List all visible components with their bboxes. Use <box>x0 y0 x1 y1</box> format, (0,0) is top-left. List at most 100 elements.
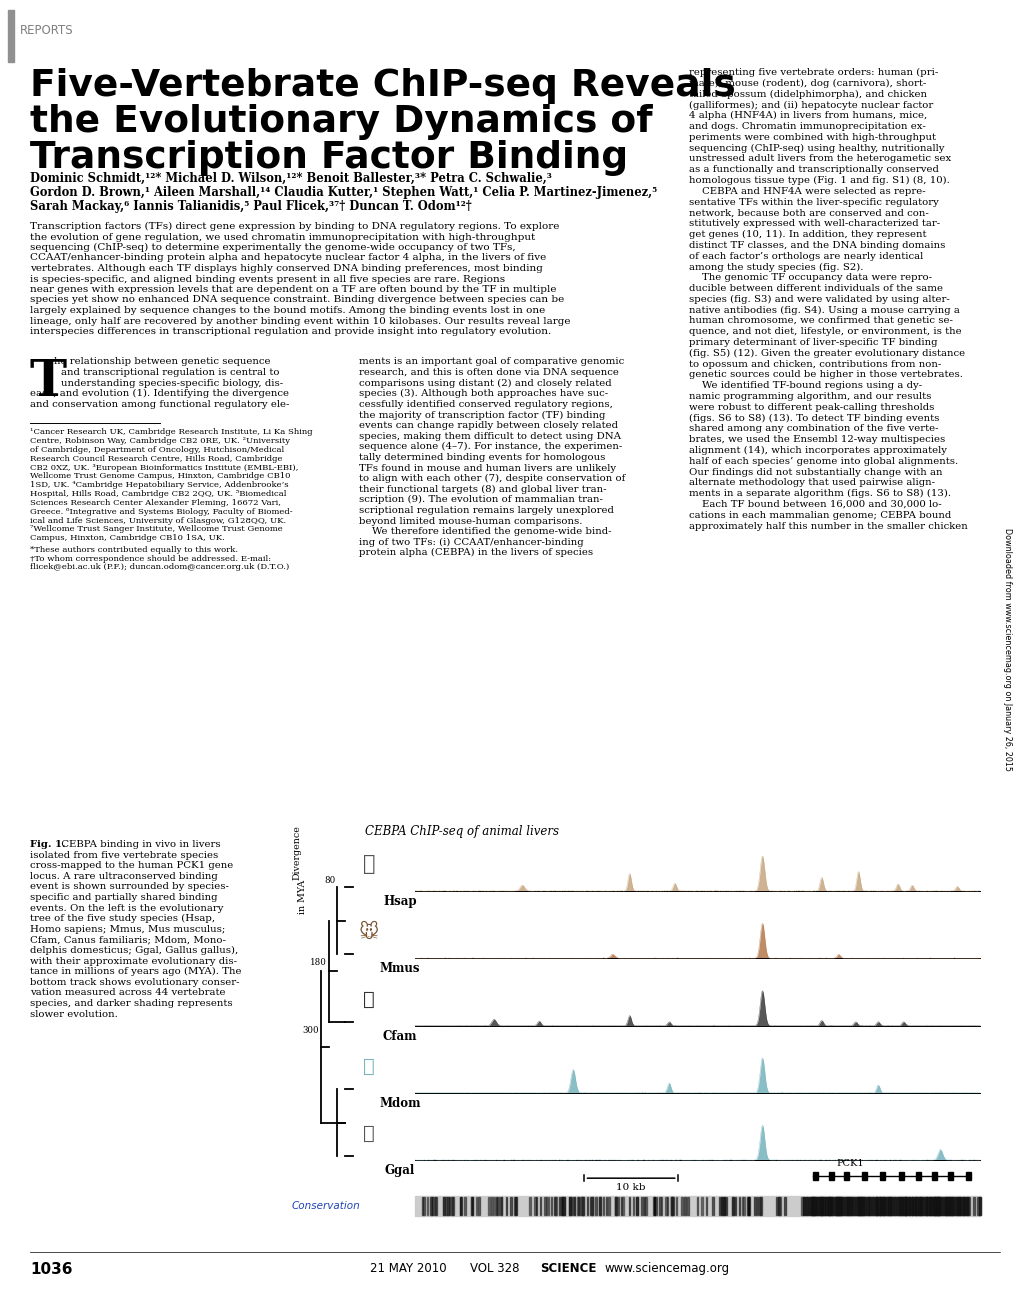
Bar <box>450 1197 452 1215</box>
Bar <box>741 1197 743 1215</box>
Bar <box>833 1197 835 1215</box>
Bar <box>725 1197 727 1215</box>
Text: scription (9). The evolution of mammalian tran-: scription (9). The evolution of mammalia… <box>359 496 602 505</box>
Bar <box>475 1197 477 1215</box>
Bar <box>641 1197 642 1215</box>
Text: CEBPA ChIP-seq of animal livers: CEBPA ChIP-seq of animal livers <box>365 826 558 839</box>
Text: CB2 0XZ, UK. ³European Bioinformatics Institute (EMBL-EBI),: CB2 0XZ, UK. ³European Bioinformatics In… <box>30 463 299 471</box>
Bar <box>622 1197 624 1215</box>
Text: CEBPA binding in vivo in livers: CEBPA binding in vivo in livers <box>58 840 220 849</box>
Bar <box>748 1197 749 1215</box>
Bar <box>574 1197 575 1215</box>
Bar <box>932 1197 933 1215</box>
Bar <box>754 1197 755 1215</box>
Bar <box>742 1197 744 1215</box>
Bar <box>861 1197 863 1215</box>
Text: species (fig. S3) and were validated by using alter-: species (fig. S3) and were validated by … <box>688 295 949 304</box>
Text: and conservation among functional regulatory ele-: and conservation among functional regula… <box>30 400 289 409</box>
Bar <box>965 1172 970 1180</box>
Text: ¹Cancer Research UK, Cambridge Research Institute, Li Ka Shing: ¹Cancer Research UK, Cambridge Research … <box>30 428 312 436</box>
Bar <box>945 1197 946 1215</box>
Bar <box>471 1197 473 1215</box>
Text: species, and darker shading represents: species, and darker shading represents <box>30 999 232 1009</box>
Text: event is shown surrounded by species-: event is shown surrounded by species- <box>30 883 228 892</box>
Text: and dogs. Chromatin immunoprecipitation ex-: and dogs. Chromatin immunoprecipitation … <box>688 122 924 131</box>
Bar <box>819 1197 821 1215</box>
Bar <box>447 1197 448 1215</box>
Bar <box>643 1197 644 1215</box>
Bar <box>505 1197 506 1215</box>
Bar <box>545 1197 546 1215</box>
Bar <box>577 1197 578 1215</box>
Text: ments in a separate algorithm (figs. S6 to S8) (13).: ments in a separate algorithm (figs. S6 … <box>688 489 950 498</box>
Text: Cfam: Cfam <box>382 1029 417 1042</box>
Bar <box>917 1197 919 1215</box>
Text: TFs found in mouse and human livers are unlikely: TFs found in mouse and human livers are … <box>359 463 615 472</box>
Bar <box>535 1197 537 1215</box>
Bar <box>972 1197 974 1215</box>
Bar <box>671 1197 672 1215</box>
Bar <box>898 1172 903 1180</box>
Bar <box>815 1197 816 1215</box>
Text: Transcription Factor Binding: Transcription Factor Binding <box>30 140 628 177</box>
Bar <box>803 1197 805 1215</box>
Bar <box>932 1197 933 1215</box>
Text: half of each species’ genome into global alignments.: half of each species’ genome into global… <box>688 457 957 466</box>
Bar <box>8 10 14 62</box>
Bar <box>621 1197 622 1215</box>
Text: largely explained by sequence changes to the bound motifs. Among the binding eve: largely explained by sequence changes to… <box>30 306 545 315</box>
Bar <box>582 1197 583 1215</box>
Bar <box>860 1197 862 1215</box>
Bar <box>443 1197 444 1215</box>
Bar <box>784 1197 785 1215</box>
Bar <box>857 1197 858 1215</box>
Bar <box>515 1197 517 1215</box>
Text: were robust to different peak-calling thresholds: were robust to different peak-calling th… <box>688 402 933 411</box>
Text: The genomic TF occupancy data were repro-: The genomic TF occupancy data were repro… <box>688 273 930 282</box>
Bar <box>810 1197 811 1215</box>
Bar <box>929 1197 931 1215</box>
Bar <box>847 1197 849 1215</box>
Text: human chromosome, we confirmed that genetic se-: human chromosome, we confirmed that gene… <box>688 317 952 326</box>
Text: bottom track shows evolutionary conser-: bottom track shows evolutionary conser- <box>30 977 239 986</box>
Bar <box>843 1172 848 1180</box>
Bar <box>836 1197 837 1215</box>
Text: sentative TFs within the liver-specific regulatory: sentative TFs within the liver-specific … <box>688 197 937 206</box>
Bar <box>887 1197 889 1215</box>
Bar <box>937 1197 938 1215</box>
Bar <box>578 1197 579 1215</box>
Text: is species-specific, and aligned binding events present in all five species are : is species-specific, and aligned binding… <box>30 274 504 283</box>
Bar <box>919 1197 921 1215</box>
Bar <box>464 1197 466 1215</box>
Bar <box>605 1197 606 1215</box>
Bar <box>658 1197 660 1215</box>
Bar <box>844 1197 846 1215</box>
Bar <box>954 1197 956 1215</box>
Text: 🐭: 🐭 <box>359 923 379 941</box>
Bar <box>849 1197 851 1215</box>
Bar <box>894 1197 896 1215</box>
Bar <box>732 1197 733 1215</box>
Text: get genes (10, 11). In addition, they represent: get genes (10, 11). In addition, they re… <box>688 230 925 239</box>
Bar <box>943 1197 945 1215</box>
Bar <box>877 1197 878 1215</box>
Text: Divergence: Divergence <box>292 826 302 880</box>
Bar <box>448 1197 449 1215</box>
Text: tree of the five study species (Hsap,: tree of the five study species (Hsap, <box>30 914 215 923</box>
Bar <box>553 1197 554 1215</box>
Text: with their approximate evolutionary dis-: with their approximate evolutionary dis- <box>30 957 236 966</box>
Text: shared among any combination of the five verte-: shared among any combination of the five… <box>688 424 937 434</box>
Text: tailed opossum (didelphimorpha), and chicken: tailed opossum (didelphimorpha), and chi… <box>688 90 925 99</box>
Text: unstressed adult livers from the heterogametic sex: unstressed adult livers from the heterog… <box>688 154 950 164</box>
Bar <box>586 1197 588 1215</box>
Bar <box>720 1197 721 1215</box>
Bar <box>732 1197 733 1215</box>
Bar <box>879 1197 881 1215</box>
Text: ⁷Wellcome Trust Sanger Institute, Wellcome Trust Genome: ⁷Wellcome Trust Sanger Institute, Wellco… <box>30 526 282 533</box>
Bar <box>937 1197 940 1215</box>
Bar <box>828 1197 829 1215</box>
Bar <box>896 1197 898 1215</box>
Text: Conservation: Conservation <box>291 1201 360 1211</box>
Text: events. On the left is the evolutionary: events. On the left is the evolutionary <box>30 903 223 912</box>
Text: We identified TF-bound regions using a dy-: We identified TF-bound regions using a d… <box>688 382 921 391</box>
